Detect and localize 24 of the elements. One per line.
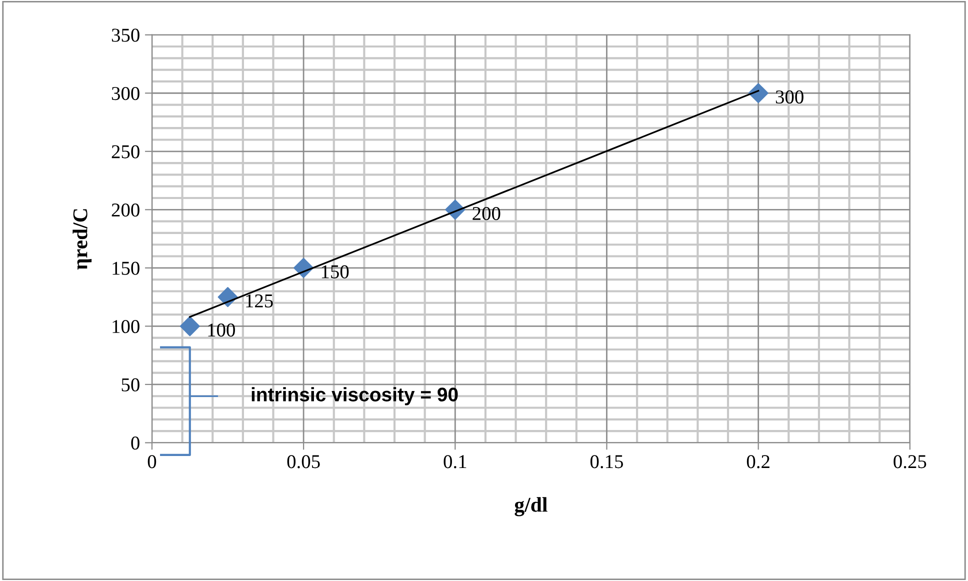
y-tick-label: 150 <box>112 262 140 275</box>
x-axis-title: g/dl <box>514 497 548 516</box>
x-tick-label: 0.15 <box>590 455 623 468</box>
y-tick-label: 100 <box>112 320 140 334</box>
data-label: 200 <box>472 206 500 220</box>
point <box>748 83 768 104</box>
point <box>180 316 200 336</box>
x-tick-label: 0.05 <box>287 455 320 468</box>
y-tick-label: 200 <box>112 203 140 217</box>
data-label: 125 <box>246 294 273 308</box>
data-label: 100 <box>208 323 235 337</box>
y-tick-label: 50 <box>122 378 140 392</box>
x-tick-label: 0.1 <box>444 455 466 468</box>
data-label: 150 <box>322 265 349 278</box>
data-label: 300 <box>776 90 804 104</box>
y-tick-label: 250 <box>112 145 140 158</box>
x-tick-label: 0 <box>148 455 156 468</box>
y-tick-label: 0 <box>131 436 140 450</box>
y-tick-label: 350 <box>112 28 140 42</box>
x-tick-label: 0.2 <box>746 455 770 468</box>
y-axis-title: ηred/C <box>72 209 92 270</box>
x-tick-label: 0.25 <box>894 455 926 468</box>
annotation: intrinsic viscosity = 90 <box>252 387 458 406</box>
y-tick-label: 300 <box>112 86 140 100</box>
